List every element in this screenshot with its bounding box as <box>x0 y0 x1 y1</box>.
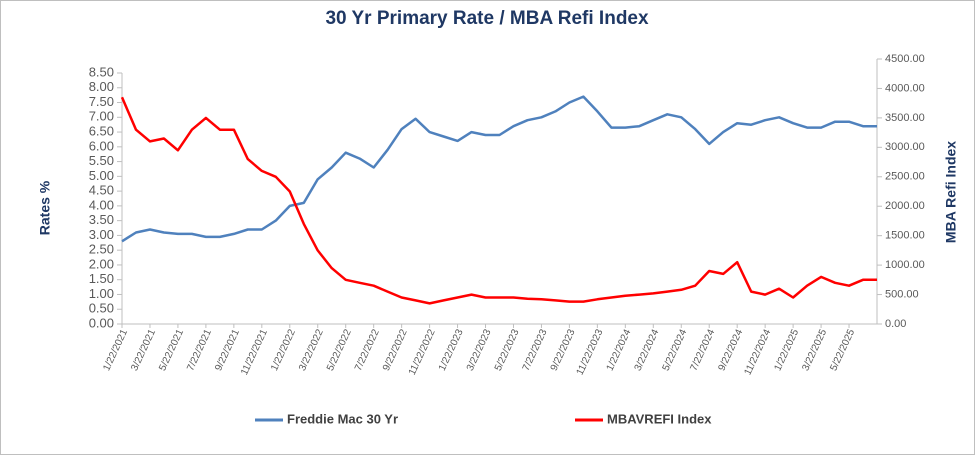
y-tick-label: 8.00 <box>89 79 114 94</box>
y-tick-label: 0.50 <box>89 301 114 316</box>
y2-axis-title: MBA Refi Index <box>943 141 959 243</box>
chart-title: 30 Yr Primary Rate / MBA Refi Index <box>325 8 649 29</box>
y2-tick-label: 500.00 <box>885 288 919 300</box>
y-tick-label: 3.50 <box>89 212 114 227</box>
y-tick-label: 6.00 <box>89 138 114 153</box>
y2-tick-label: 4500.00 <box>885 53 925 65</box>
y-tick-label: 1.50 <box>89 271 114 286</box>
y2-tick-label: 1000.00 <box>885 259 925 271</box>
y2-tick-label: 2000.00 <box>885 200 925 212</box>
y-tick-label: 4.50 <box>89 183 114 198</box>
y-tick-label: 7.00 <box>89 109 114 124</box>
y-tick-label: 6.50 <box>89 123 114 138</box>
y-tick-label: 5.50 <box>89 153 114 168</box>
y-tick-label: 2.00 <box>89 256 114 271</box>
y-tick-label: 3.00 <box>89 227 114 242</box>
y2-tick-label: 4000.00 <box>885 82 925 94</box>
y-tick-label: 2.50 <box>89 242 114 257</box>
legend-label: MBAVREFI Index <box>607 411 712 426</box>
y-tick-label: 8.50 <box>89 64 114 79</box>
y2-tick-label: 3000.00 <box>885 141 925 153</box>
y2-tick-label: 3500.00 <box>885 112 925 124</box>
legend-label: Freddie Mac 30 Yr <box>287 411 398 426</box>
series-line <box>120 96 877 305</box>
y-axis-title: Rates % <box>37 180 53 235</box>
y2-tick-label: 1500.00 <box>885 230 925 242</box>
y2-tick-label: 2500.00 <box>885 171 925 183</box>
series-line <box>121 95 877 243</box>
y-tick-label: 0.00 <box>89 315 114 330</box>
y2-tick-label: 0.00 <box>885 318 906 330</box>
y-tick-label: 7.50 <box>89 94 114 109</box>
y-tick-label: 1.00 <box>89 286 114 301</box>
y-tick-label: 5.00 <box>89 168 114 183</box>
y-tick-label: 4.00 <box>89 197 114 212</box>
